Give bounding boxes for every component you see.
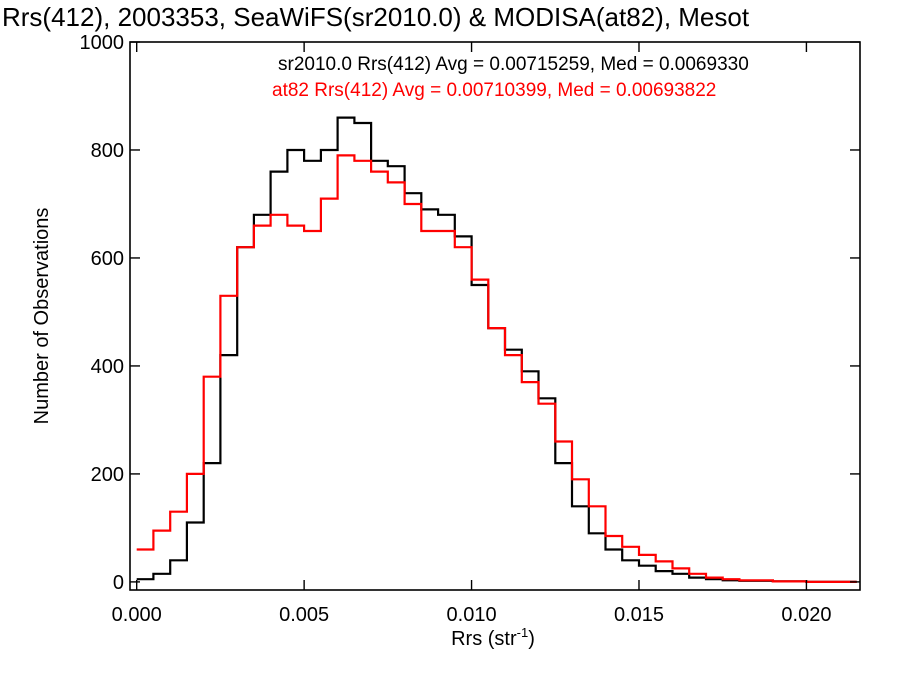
y-tick-label: 800 [91,140,124,162]
y-tick-label: 200 [91,464,124,486]
chart-title: Rrs(412), 2003353, SeaWiFS(sr2010.0) & M… [2,2,750,32]
y-tick-label: 600 [91,248,124,270]
series-line-sr2010.0 [136,116,857,583]
y-tick-label: 1000 [80,32,125,54]
series-line-at82 [136,154,857,583]
x-tick-label: 0.020 [781,604,831,626]
x-axis-label: Rrs (str-1) [451,625,535,650]
x-tick-label: 0.005 [279,604,329,626]
x-tick-label: 0.010 [447,604,497,626]
legend-entry-sr2010: sr2010.0 Rrs(412) Avg = 0.00715259, Med … [278,54,749,75]
x-tick-label: 0.000 [112,604,162,626]
x-axis-label-superscript: -1 [517,625,529,640]
legend-entry-at82: at82 Rrs(412) Avg = 0.00710399, Med = 0.… [272,80,716,101]
y-axis-label: Number of Observations [31,208,53,425]
series-layer [136,116,857,583]
y-tick-label: 0 [113,572,124,594]
x-tick-label: 0.015 [614,604,664,626]
plot-frame [129,41,861,591]
tick-layer: 0.000 0.005 0.010 0.015 0.020 0 200 400 600 800 10… [80,32,860,626]
y-tick-label: 400 [91,356,124,378]
